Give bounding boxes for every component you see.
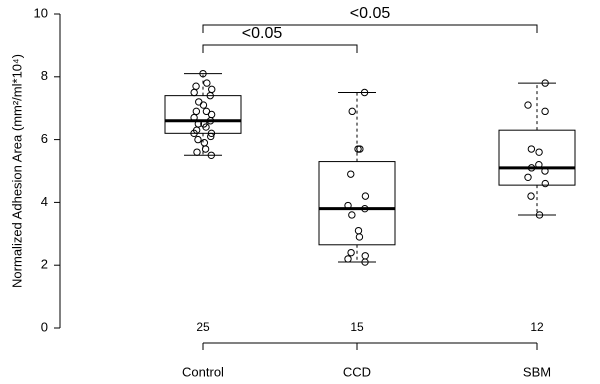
y-tick-label: 8 — [41, 68, 48, 83]
data-point — [190, 88, 198, 97]
data-point — [200, 139, 209, 147]
data-point — [524, 101, 532, 109]
data-point — [208, 85, 216, 94]
data-point — [207, 132, 215, 141]
data-point — [207, 151, 215, 160]
data-point — [199, 69, 207, 78]
data-point — [190, 113, 198, 122]
data-point — [527, 164, 536, 172]
data-point — [361, 192, 370, 200]
data-point — [190, 129, 198, 138]
y-axis-label: Normalized Adhesion Area (mm²/ml*10⁴) — [9, 54, 24, 288]
data-point — [192, 107, 201, 116]
data-point — [203, 79, 211, 87]
significance-bracket — [202, 24, 538, 33]
data-point — [356, 145, 364, 153]
box — [318, 161, 396, 246]
data-point — [348, 107, 356, 116]
x-tick-label: Control — [182, 364, 224, 379]
data-point — [347, 248, 355, 257]
data-point — [535, 161, 543, 169]
y-tick-label: 4 — [41, 194, 48, 209]
y-tick-label: 6 — [41, 131, 48, 146]
y-tick-label: 2 — [41, 257, 48, 272]
data-point — [194, 135, 202, 144]
significance-label: <0.05 — [242, 25, 283, 42]
significance-label: <0.05 — [350, 5, 391, 22]
data-point — [202, 107, 211, 116]
count-label: 25 — [196, 320, 210, 334]
data-point — [199, 101, 208, 109]
x-tick-label: SBM — [523, 364, 551, 379]
data-point — [206, 117, 215, 125]
count-label: 15 — [350, 320, 364, 334]
data-point — [541, 79, 549, 87]
data-point — [360, 88, 369, 97]
y-tick-label: 0 — [41, 319, 48, 334]
data-point — [344, 255, 352, 263]
data-point — [202, 123, 210, 131]
data-point — [524, 173, 532, 181]
data-point — [206, 91, 214, 100]
data-point — [347, 170, 355, 178]
data-point — [192, 82, 200, 90]
data-point — [207, 129, 216, 138]
data-point — [541, 167, 549, 175]
data-point — [527, 145, 536, 153]
data-point — [361, 252, 369, 260]
data-point — [344, 201, 352, 210]
y-tick-label: 10 — [34, 5, 48, 20]
data-point — [201, 145, 210, 153]
count-label: 12 — [530, 320, 544, 334]
data-point — [535, 148, 543, 156]
x-tick-label: CCD — [343, 364, 371, 379]
data-point — [535, 211, 544, 219]
data-point — [361, 258, 369, 266]
data-point — [348, 211, 356, 219]
significance-bracket — [202, 44, 358, 53]
data-point — [541, 107, 549, 116]
data-point — [527, 192, 535, 200]
data-point — [541, 179, 549, 188]
box — [498, 129, 576, 186]
data-point — [355, 233, 364, 241]
data-point — [361, 204, 369, 213]
data-point — [193, 148, 201, 156]
